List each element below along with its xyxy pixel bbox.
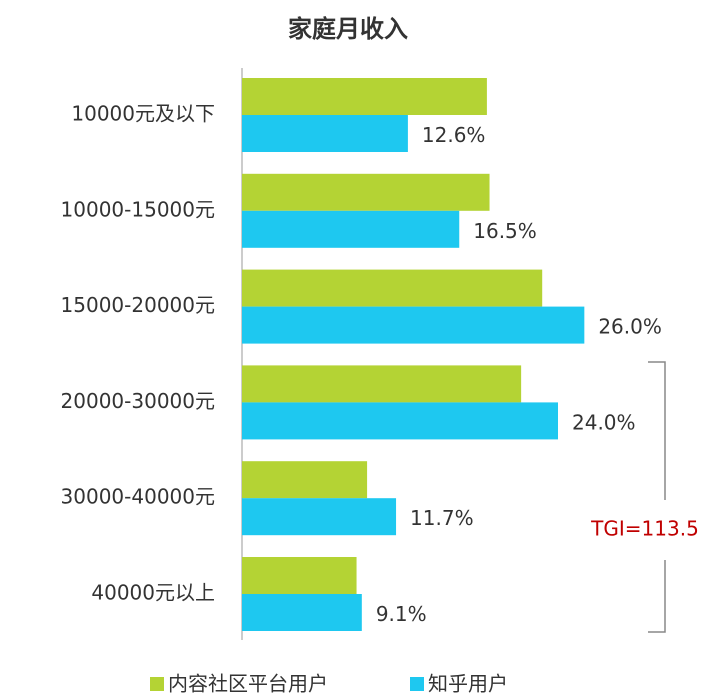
chart-title: 家庭月收入	[288, 15, 408, 43]
bar	[242, 78, 487, 115]
legend-label: 知乎用户	[428, 672, 508, 695]
bar	[242, 594, 362, 631]
bar	[242, 498, 397, 536]
y-tick-label: 10000-15000元	[61, 197, 215, 221]
y-tick-label: 15000-20000元	[61, 293, 215, 317]
data-label: 11.7%	[410, 506, 474, 530]
legend-swatch	[150, 677, 164, 691]
annotation: TGI=113.5	[590, 517, 699, 541]
legend-swatch	[410, 677, 424, 691]
bar	[242, 173, 490, 211]
y-tick-label: 30000-40000元	[61, 485, 215, 509]
bar	[242, 402, 558, 440]
legend-label: 内容社区平台用户	[168, 672, 328, 695]
bar	[242, 210, 460, 248]
data-label: 9.1%	[376, 602, 427, 626]
bar	[242, 557, 357, 594]
bar	[242, 306, 585, 344]
y-tick-label: 40000元以上	[91, 581, 215, 605]
bracket	[648, 361, 666, 633]
data-label: 24.0%	[572, 410, 636, 434]
bar	[242, 461, 368, 499]
data-label: 12.6%	[422, 123, 486, 147]
bar	[242, 269, 543, 307]
bar	[242, 365, 522, 403]
bar	[242, 115, 408, 152]
data-label: 26.0%	[598, 315, 662, 339]
y-tick-label: 10000元及以下	[71, 102, 215, 126]
data-label: 16.5%	[473, 219, 537, 243]
y-tick-label: 20000-30000元	[61, 389, 215, 413]
